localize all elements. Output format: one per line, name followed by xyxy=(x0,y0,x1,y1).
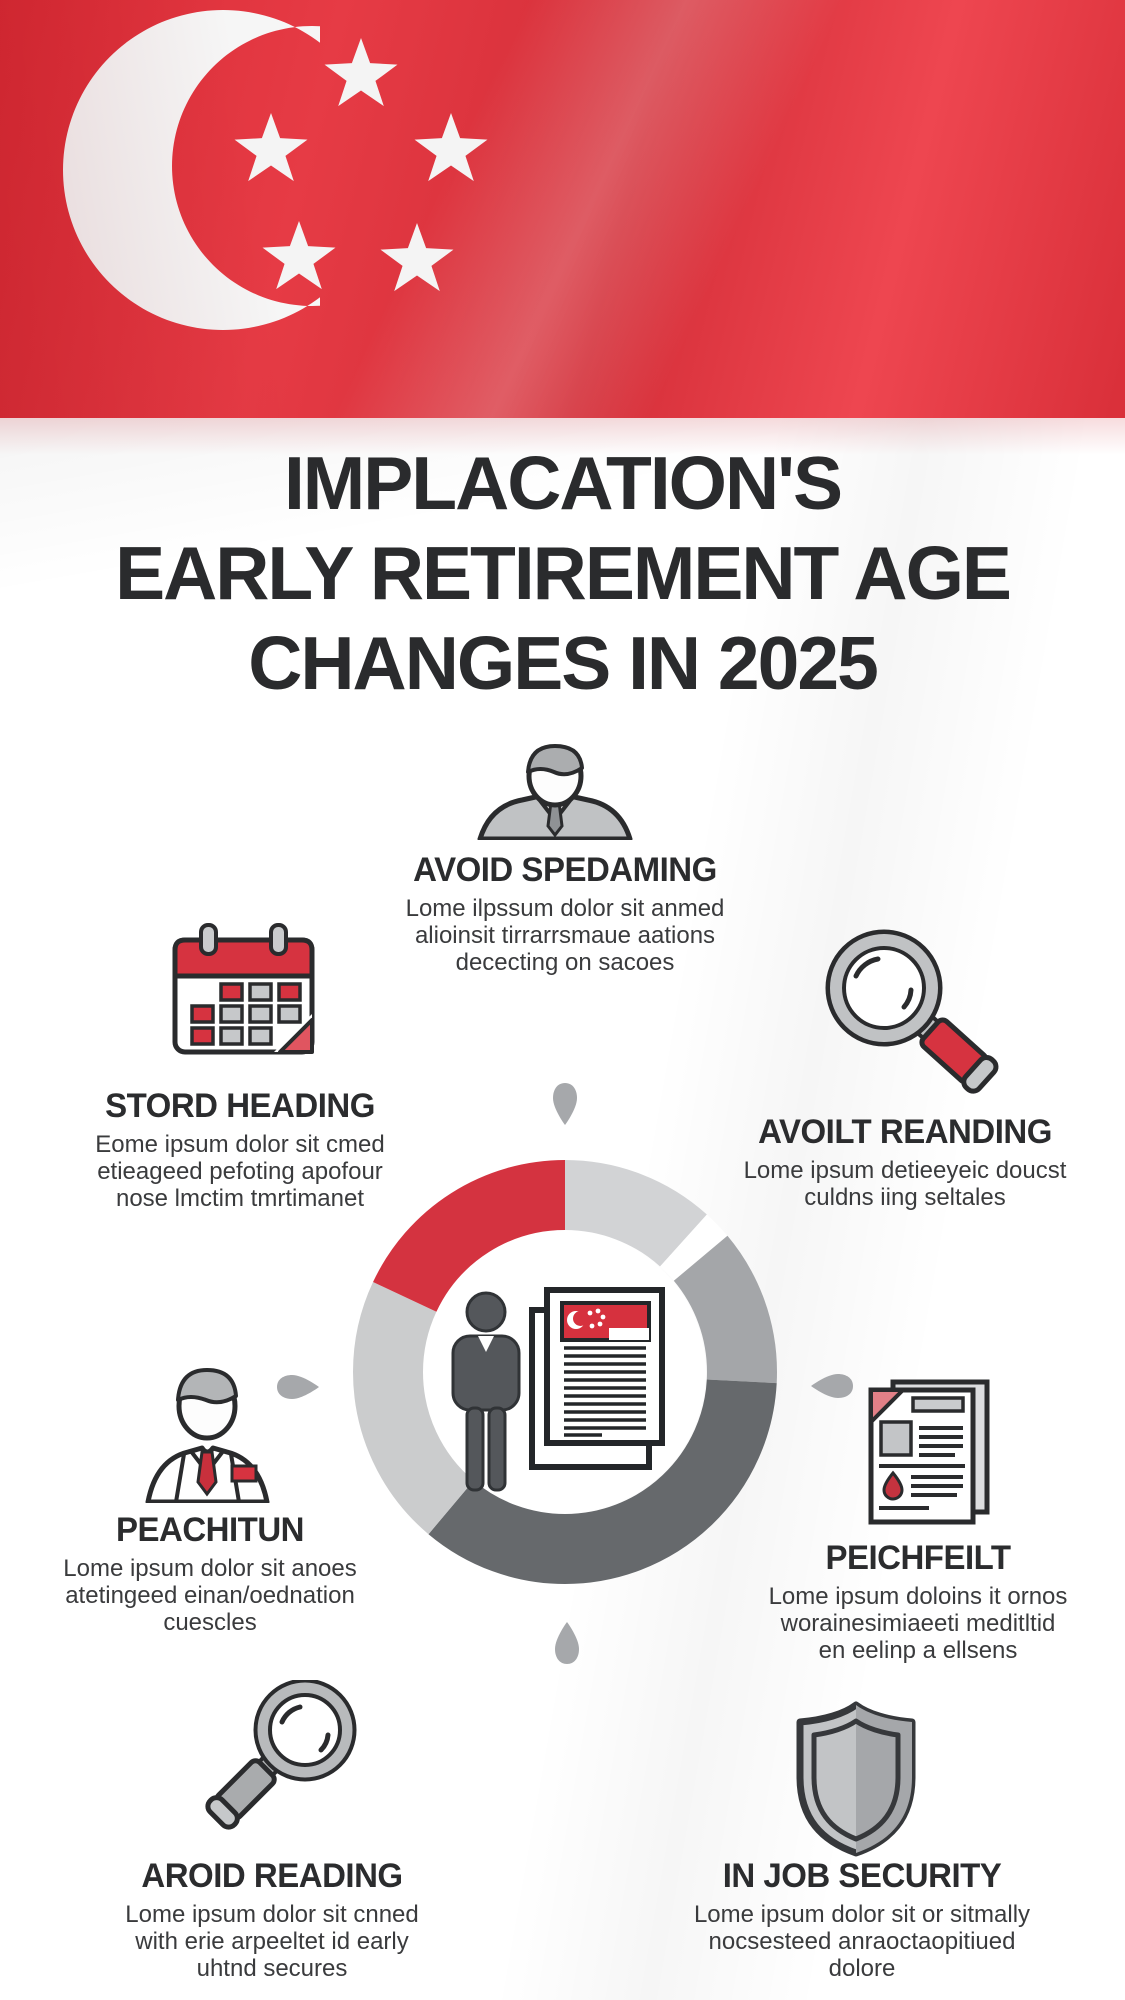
section-body-line: Lome ipsum dolor sit cnned xyxy=(125,1901,419,1928)
section-heading: STORD HEADING xyxy=(105,1087,375,1125)
title-line-1: IMPLACATION'S xyxy=(283,441,843,525)
title-line-3: CHANGES IN 2025 xyxy=(248,621,879,705)
section-body-line: en eelinp a ellsens xyxy=(818,1637,1018,1664)
donut-segment-top-left-red xyxy=(353,1160,777,1584)
direction-marker-left-icon xyxy=(277,1375,319,1399)
donut-segment-upper-right-gray xyxy=(353,1160,777,1584)
section-body-line: dececting on sacoes xyxy=(455,949,675,976)
section-heading: AVOILT REANDING xyxy=(758,1113,1052,1151)
singapore-flag-header xyxy=(0,0,1125,418)
section-heading: IN JOB SECURITY xyxy=(722,1857,1002,1895)
calendar-icon xyxy=(172,923,315,1055)
section-body-line: etieageed pefoting apofour xyxy=(97,1158,383,1185)
section-body-line: Lome ipsum dolor sit or sitmally xyxy=(693,1901,1031,1928)
section-body-line: uhtnd secures xyxy=(196,1955,348,1982)
direction-marker-top-icon xyxy=(553,1083,577,1125)
businessman-icon xyxy=(477,744,633,840)
donut-segment-left-light-gray xyxy=(353,1160,777,1584)
section-stord-heading: STORD HEADING Eome ipsum dolor sit cmed … xyxy=(30,1088,450,1212)
section-body-line: worainesimiaeeti meditltid xyxy=(780,1610,1056,1637)
shield-icon xyxy=(796,1701,916,1857)
section-body-line: nocsesteed anraoctaopitiued xyxy=(708,1928,1016,1955)
section-aroid-reading: AROID READING Lome ipsum dolor sit cnned… xyxy=(62,1858,482,1982)
section-body-line: dolore xyxy=(828,1955,896,1982)
flag-shadow-band xyxy=(0,418,1125,464)
direction-marker-bottom-icon xyxy=(555,1622,579,1664)
section-body-line: culdns iing seltales xyxy=(804,1184,1006,1211)
section-heading: AVOID SPEDAMING xyxy=(413,851,717,889)
section-heading: PEACHITUN xyxy=(115,1511,305,1549)
title-line-2: EARLY RETIREMENT AGE xyxy=(115,531,1012,615)
section-body-line: Lome ilpssum dolor sit anmed xyxy=(405,895,725,922)
section-heading: AROID READING xyxy=(141,1857,403,1895)
section-body-line: with erie arpeeltet id early xyxy=(135,1928,409,1955)
magnifier-gray-icon xyxy=(205,1680,357,1830)
section-avoid-spedaming: AVOID SPEDAMING Lome ilpssum dolor sit a… xyxy=(345,852,785,976)
section-avoilt-reanding: AVOILT REANDING Lome ipsum detieeyeic do… xyxy=(695,1114,1115,1211)
section-peichfeilt: PEICHFEILT Lome ipsum doloins it ornos w… xyxy=(708,1540,1125,1664)
section-body-line: Lome ipsum doloins it ornos xyxy=(768,1583,1068,1610)
crescent-moon-icon xyxy=(63,10,320,330)
section-body-line: cuescles xyxy=(163,1609,257,1636)
section-body-line: Eome ipsum dolor sit cmed xyxy=(95,1131,385,1158)
section-body-line: nose lmctim tmrtimanet xyxy=(115,1185,365,1212)
singapore-document-icon xyxy=(529,1287,665,1470)
section-in-job-security: IN JOB SECURITY Lome ipsum dolor sit or … xyxy=(652,1858,1072,1982)
flag-wave-sheen xyxy=(0,0,1125,418)
section-body-line: Lome ipsum detieeyeic doucst xyxy=(743,1157,1067,1184)
person-pictogram-icon xyxy=(451,1291,521,1492)
section-body-line: Lome ipsum dolor sit anoes xyxy=(63,1555,357,1582)
section-body-line: alioinsit tirrarrsmaue aations xyxy=(414,922,716,949)
page-title: IMPLACATION'S EARLY RETIREMENT AGE CHANG… xyxy=(0,438,1125,708)
section-body-line: atetingeed einan/oednation xyxy=(65,1582,355,1609)
donut-segment-right-bottom-dark xyxy=(353,1160,777,1584)
section-peachitun: PEACHITUN Lome ipsum dolor sit anoes ate… xyxy=(0,1512,420,1636)
doctor-icon xyxy=(145,1368,270,1503)
direction-marker-right-icon xyxy=(811,1374,853,1398)
magnifier-red-icon xyxy=(825,929,999,1094)
section-heading: PEICHFEILT xyxy=(825,1539,1011,1577)
documents-icon xyxy=(868,1379,990,1525)
